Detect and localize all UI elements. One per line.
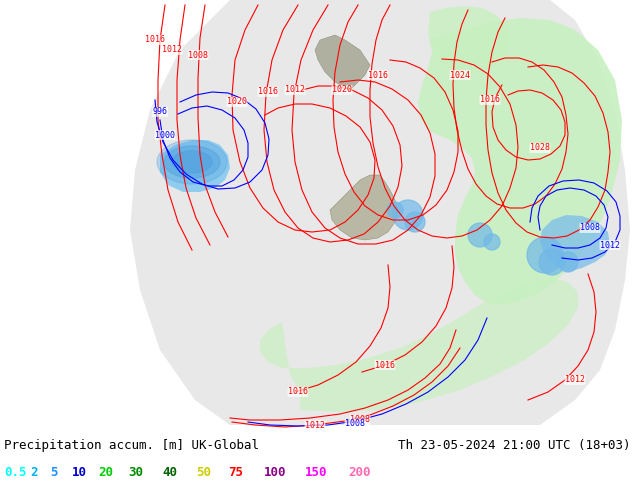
Polygon shape <box>540 215 610 272</box>
Text: 1012: 1012 <box>305 420 325 430</box>
Text: 1016: 1016 <box>368 71 388 79</box>
Text: Th 23-05-2024 21:00 UTC (18+03): Th 23-05-2024 21:00 UTC (18+03) <box>398 439 630 451</box>
Polygon shape <box>315 35 370 90</box>
Polygon shape <box>527 237 563 273</box>
Text: 30: 30 <box>128 466 143 479</box>
Text: 1024: 1024 <box>450 71 470 79</box>
Text: 1016: 1016 <box>258 88 278 97</box>
Text: 1016: 1016 <box>288 388 308 396</box>
Text: 1012: 1012 <box>162 46 182 54</box>
Polygon shape <box>330 175 398 240</box>
Text: 20: 20 <box>98 466 113 479</box>
Text: Precipitation accum. [m] UK-Global: Precipitation accum. [m] UK-Global <box>4 439 259 451</box>
Text: 150: 150 <box>305 466 328 479</box>
Polygon shape <box>393 200 423 230</box>
Text: 10: 10 <box>72 466 87 479</box>
Text: 50: 50 <box>196 466 211 479</box>
Text: 1008: 1008 <box>345 419 365 428</box>
Text: 40: 40 <box>162 466 177 479</box>
Text: 1012: 1012 <box>285 85 305 95</box>
Polygon shape <box>164 146 220 178</box>
Text: 1008: 1008 <box>188 50 208 59</box>
Text: 200: 200 <box>348 466 370 479</box>
Text: 1020: 1020 <box>332 85 352 95</box>
Polygon shape <box>484 234 500 250</box>
Polygon shape <box>172 151 212 173</box>
Polygon shape <box>130 0 630 425</box>
Text: 1008: 1008 <box>580 223 600 232</box>
Polygon shape <box>558 252 578 272</box>
Polygon shape <box>468 223 492 247</box>
Text: 1008: 1008 <box>350 416 370 424</box>
Text: 5: 5 <box>50 466 58 479</box>
Text: 1012: 1012 <box>565 375 585 385</box>
Polygon shape <box>405 212 425 232</box>
Text: 75: 75 <box>228 466 243 479</box>
Polygon shape <box>387 202 403 218</box>
Polygon shape <box>418 18 622 305</box>
Polygon shape <box>260 278 578 412</box>
Text: 1016: 1016 <box>145 35 165 45</box>
Text: 1016: 1016 <box>375 361 395 369</box>
Text: 100: 100 <box>264 466 287 479</box>
Polygon shape <box>428 6 510 74</box>
Text: 996: 996 <box>153 107 167 117</box>
Text: 1028: 1028 <box>530 144 550 152</box>
Text: 1012: 1012 <box>600 241 620 249</box>
Text: 2: 2 <box>30 466 37 479</box>
Text: 1020: 1020 <box>227 98 247 106</box>
Polygon shape <box>160 140 230 192</box>
Text: 0.5: 0.5 <box>4 466 27 479</box>
Polygon shape <box>539 249 565 275</box>
Polygon shape <box>157 140 227 184</box>
Text: 1016: 1016 <box>480 96 500 104</box>
Text: 1000: 1000 <box>155 130 175 140</box>
